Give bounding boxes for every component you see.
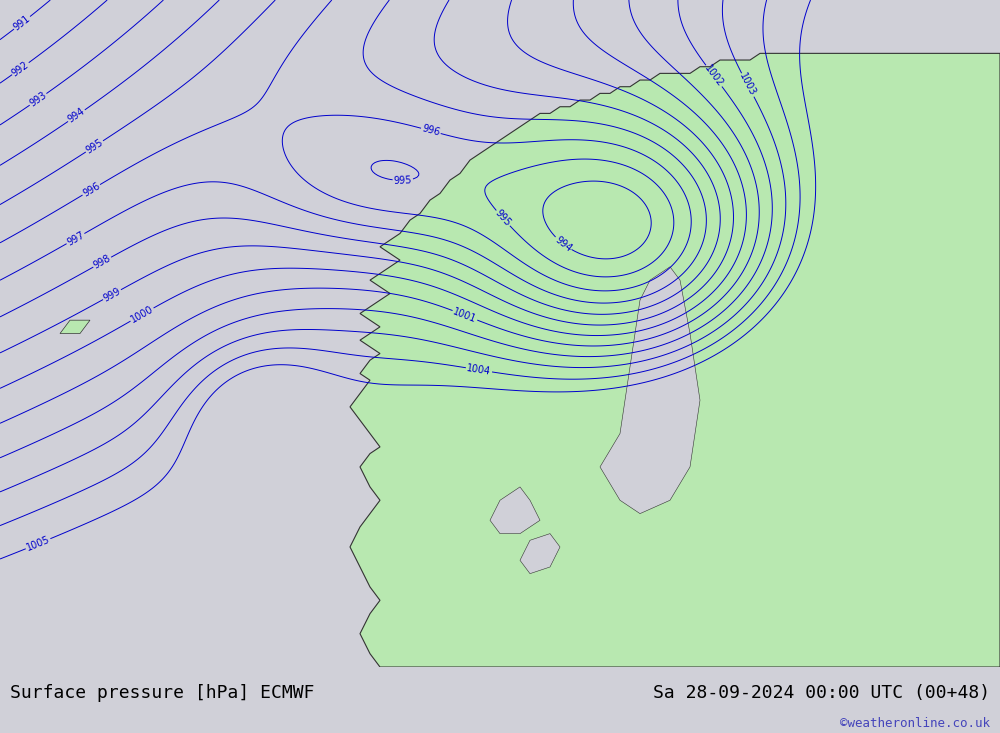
Polygon shape bbox=[600, 267, 700, 514]
Text: 1000: 1000 bbox=[129, 304, 155, 325]
Text: 999: 999 bbox=[102, 286, 122, 303]
Text: 998: 998 bbox=[92, 254, 113, 271]
Text: ©weatheronline.co.uk: ©weatheronline.co.uk bbox=[840, 717, 990, 729]
Polygon shape bbox=[490, 487, 540, 534]
Text: 997: 997 bbox=[65, 229, 86, 248]
Text: 995: 995 bbox=[493, 208, 513, 229]
Text: 995: 995 bbox=[393, 175, 412, 185]
Text: 1001: 1001 bbox=[452, 306, 478, 325]
Polygon shape bbox=[520, 534, 560, 574]
Text: 993: 993 bbox=[28, 90, 48, 108]
Text: 995: 995 bbox=[84, 137, 105, 155]
Text: Surface pressure [hPa] ECMWF: Surface pressure [hPa] ECMWF bbox=[10, 685, 314, 702]
Text: 994: 994 bbox=[66, 106, 87, 125]
Polygon shape bbox=[60, 320, 90, 334]
Text: 1003: 1003 bbox=[738, 72, 758, 98]
Text: 991: 991 bbox=[12, 13, 32, 32]
Text: 996: 996 bbox=[81, 181, 102, 199]
Text: 1005: 1005 bbox=[25, 534, 51, 553]
Text: 992: 992 bbox=[10, 59, 31, 78]
Polygon shape bbox=[350, 54, 1000, 667]
Text: 1004: 1004 bbox=[466, 363, 492, 377]
Text: 994: 994 bbox=[553, 235, 573, 254]
Text: 996: 996 bbox=[421, 124, 441, 138]
Text: Sa 28-09-2024 00:00 UTC (00+48): Sa 28-09-2024 00:00 UTC (00+48) bbox=[653, 685, 990, 702]
Text: 1002: 1002 bbox=[703, 63, 725, 89]
